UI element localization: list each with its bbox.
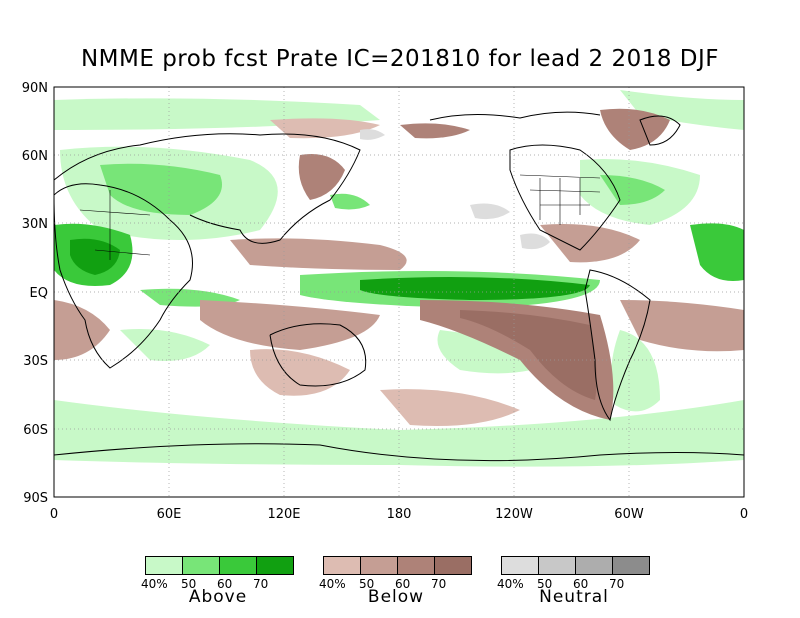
- lat-label-60s: 60S: [23, 423, 48, 438]
- legend-below-swatch: [435, 557, 471, 574]
- longitude-labels: 0 60E 120E 180 120W 60W 0: [50, 507, 748, 522]
- legend-tick: 50: [359, 577, 375, 591]
- legend-below-colorbar: [323, 556, 472, 575]
- legend-neutral: 40% 50 60 70 Neutral: [497, 556, 650, 607]
- legend-neutral-swatch: [613, 557, 649, 574]
- lat-label-30s: 30S: [23, 354, 48, 369]
- map-title: NMME prob fcst Prate IC=201810 for lead …: [80, 46, 720, 72]
- legend-tick: 60: [395, 577, 411, 591]
- lat-label-30n: 30N: [22, 217, 48, 232]
- legend-tick: 40%: [319, 577, 346, 591]
- lon-label-120w: 120W: [495, 507, 533, 522]
- coastlines: [54, 111, 744, 462]
- lon-label-180: 180: [387, 507, 412, 522]
- lat-label-90s: 90S: [23, 491, 48, 506]
- legend-tick: 40%: [141, 577, 168, 591]
- legend-below: 40% 50 60 70 Below: [319, 556, 472, 607]
- legend-category-label: Above: [188, 587, 248, 607]
- legend-neutral-swatch: [576, 557, 613, 574]
- legend-tick: 70: [253, 577, 269, 591]
- legend-above-swatch: [146, 557, 183, 574]
- legend-above: 40% 50 60 70 Above: [141, 556, 294, 607]
- legend-category-label: Below: [367, 587, 425, 607]
- graticule: [54, 87, 744, 497]
- legend-tick: 70: [431, 577, 447, 591]
- lat-label-60n: 60N: [22, 149, 48, 164]
- legend-tick: 60: [573, 577, 589, 591]
- political-boundaries: [79, 174, 601, 260]
- legend-category-label: Neutral: [539, 587, 609, 607]
- latitude-labels: 90N 60N 30N EQ 30S 60S 90S: [22, 81, 48, 506]
- lat-label-90n: 90N: [22, 81, 48, 96]
- lon-label-60e: 60E: [157, 507, 182, 522]
- legend-tick: 50: [181, 577, 197, 591]
- legend-tick: 50: [537, 577, 553, 591]
- lon-label-120e: 120E: [267, 507, 300, 522]
- legend-below-swatch: [324, 557, 361, 574]
- legend-tick: 40%: [497, 577, 524, 591]
- legend-above-swatch: [257, 557, 293, 574]
- legend-neutral-swatch: [539, 557, 576, 574]
- legend-neutral-swatch: [502, 557, 539, 574]
- lon-label-60w: 60W: [614, 507, 644, 522]
- lon-label-0-east: 0: [740, 507, 748, 522]
- lat-label-eq: EQ: [30, 286, 48, 301]
- neutral-regions: [360, 129, 550, 250]
- lon-label-0: 0: [50, 507, 58, 522]
- legend-below-swatch: [398, 557, 435, 574]
- legend-above-swatch: [220, 557, 257, 574]
- map-frame: [53, 86, 745, 498]
- legend-above-swatch: [183, 557, 220, 574]
- above-normal-regions: [54, 90, 744, 467]
- legend-tick: 60: [217, 577, 233, 591]
- below-normal-regions: [54, 108, 744, 426]
- legend-tick: 70: [609, 577, 625, 591]
- legend-below-swatch: [361, 557, 398, 574]
- legend-neutral-colorbar: [501, 556, 650, 575]
- legend-above-colorbar: [145, 556, 294, 575]
